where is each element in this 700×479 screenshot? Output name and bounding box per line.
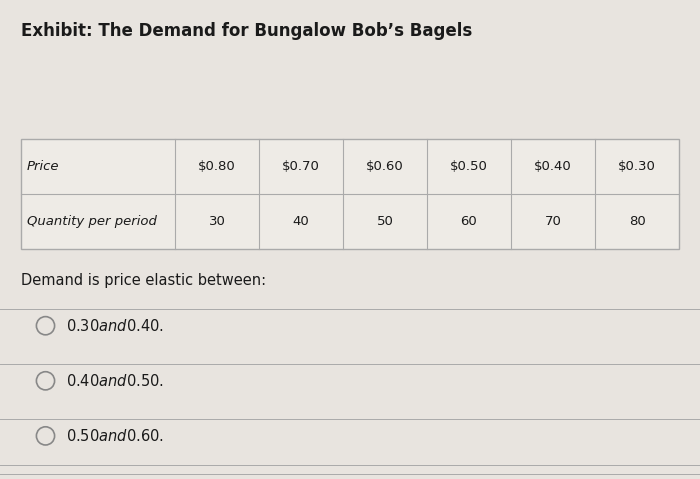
Text: 80: 80 — [629, 215, 645, 228]
Ellipse shape — [36, 427, 55, 445]
Text: 60: 60 — [461, 215, 477, 228]
Text: $0.60: $0.60 — [366, 160, 404, 173]
Text: $0.70: $0.70 — [282, 160, 320, 173]
Text: $0.40 and $0.50.: $0.40 and $0.50. — [66, 373, 164, 389]
Text: $0.30 and $0.40.: $0.30 and $0.40. — [66, 318, 164, 334]
Text: Quantity per period: Quantity per period — [27, 215, 157, 228]
Text: $0.80: $0.80 — [198, 160, 236, 173]
Text: $0.30: $0.30 — [618, 160, 656, 173]
Text: Demand is price elastic between:: Demand is price elastic between: — [21, 273, 266, 288]
Text: 30: 30 — [209, 215, 225, 228]
Text: $0.50: $0.50 — [450, 160, 488, 173]
Text: Price: Price — [27, 160, 59, 173]
Text: 50: 50 — [377, 215, 393, 228]
FancyBboxPatch shape — [21, 139, 679, 249]
Text: $0.40: $0.40 — [534, 160, 572, 173]
Text: 70: 70 — [545, 215, 561, 228]
Text: 40: 40 — [293, 215, 309, 228]
Ellipse shape — [36, 317, 55, 335]
Text: Exhibit: The Demand for Bungalow Bob’s Bagels: Exhibit: The Demand for Bungalow Bob’s B… — [21, 22, 472, 40]
Ellipse shape — [36, 372, 55, 390]
Text: $0.50 and $0.60.: $0.50 and $0.60. — [66, 428, 164, 444]
